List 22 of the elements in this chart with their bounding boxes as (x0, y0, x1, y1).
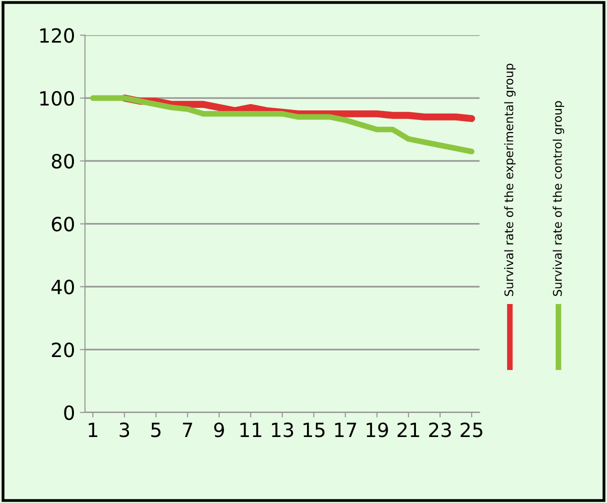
x-tick-label: 3 (120, 422, 130, 438)
y-tick-label: 40 (51, 280, 74, 294)
x-tick-label: 9 (214, 422, 224, 438)
x-tick-label: 23 (429, 422, 451, 438)
x-tick-label: 15 (304, 422, 324, 438)
x-tick-label: 5 (151, 422, 160, 438)
x-tick-label: 11 (240, 422, 262, 437)
x-tick-label: 21 (398, 422, 420, 437)
x-tick-label: 13 (272, 422, 294, 438)
x-tick-label: 19 (366, 422, 388, 438)
x-tick-label: 25 (460, 422, 482, 438)
text: Survival rate of the experimental group (504, 64, 516, 296)
y-tick-label: 120 (40, 28, 74, 43)
y-tick-label: 20 (52, 342, 74, 358)
x-tick-label: 17 (335, 422, 356, 437)
y-tick-label: 0 (64, 405, 74, 420)
x-tick-label: 1 (88, 422, 98, 437)
y-tick-label: 60 (52, 216, 74, 232)
y-tick-label: 80 (52, 154, 74, 169)
text: Survival rate of the control group (552, 101, 564, 296)
x-tick-label: 7 (182, 422, 192, 437)
y-tick-label: 100 (40, 91, 74, 106)
